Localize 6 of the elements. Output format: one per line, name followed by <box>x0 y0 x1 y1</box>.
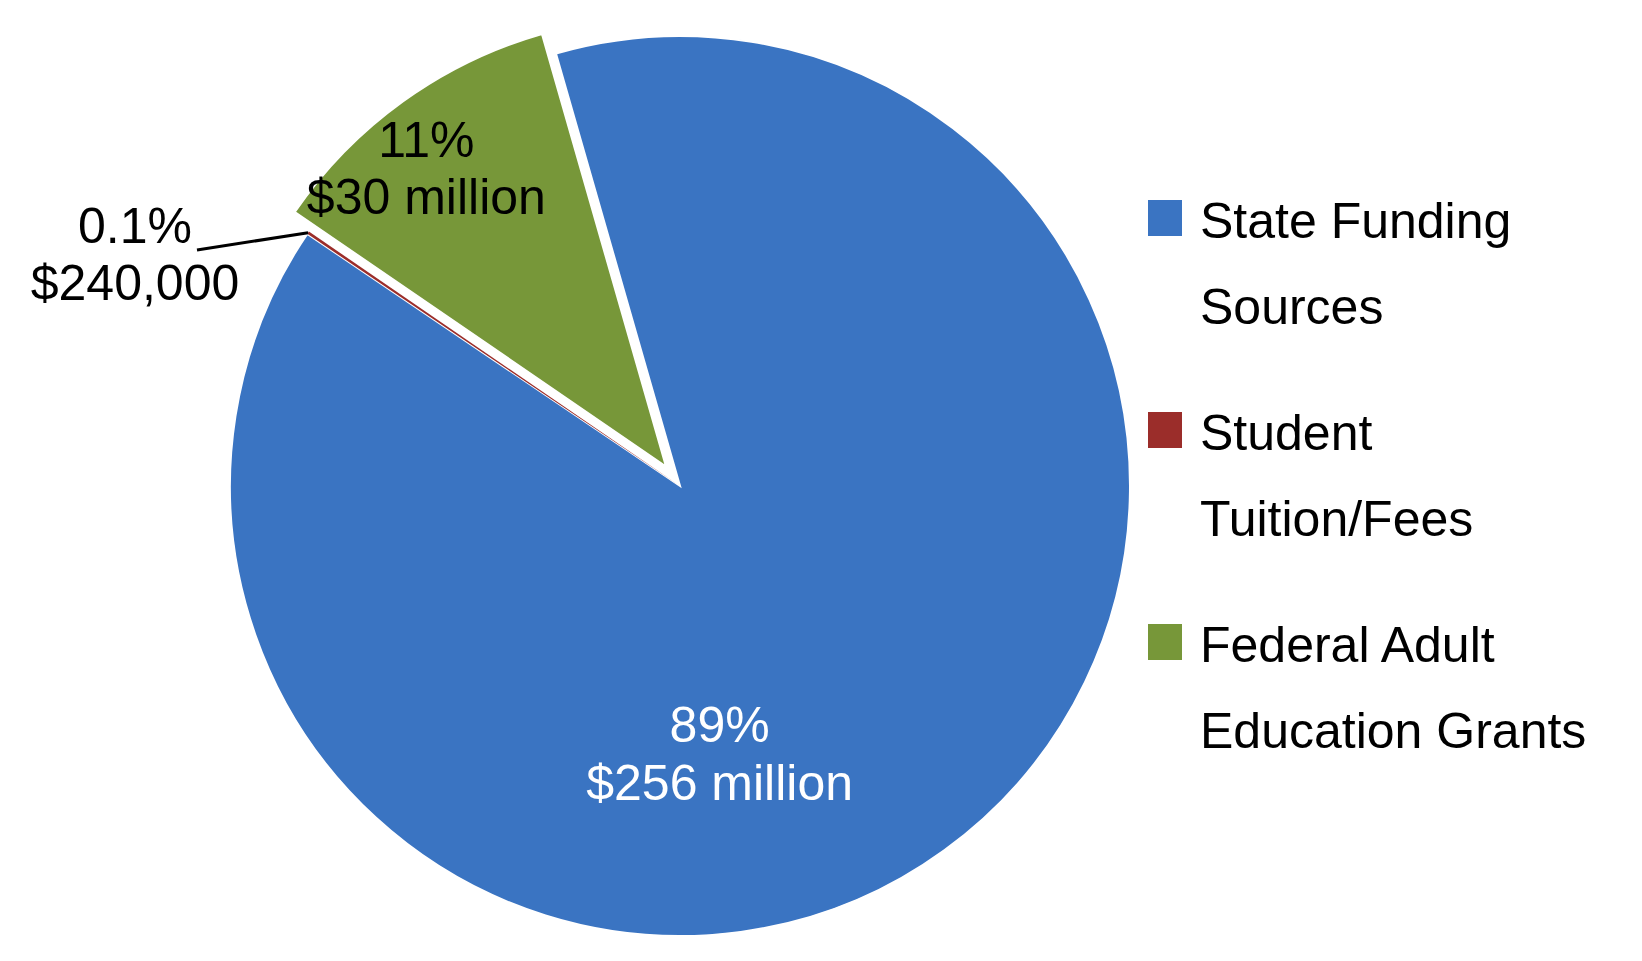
legend-label: State Funding Sources <box>1200 193 1512 335</box>
legend-label: Federal Adult Education Grants <box>1200 617 1587 759</box>
data-label: 0.1% $240,000 <box>30 197 240 311</box>
data-label: 89% $256 million <box>586 697 854 811</box>
data-label: 11% $30 million <box>306 111 546 226</box>
legend-label: Student Tuition/Fees <box>1200 405 1474 547</box>
